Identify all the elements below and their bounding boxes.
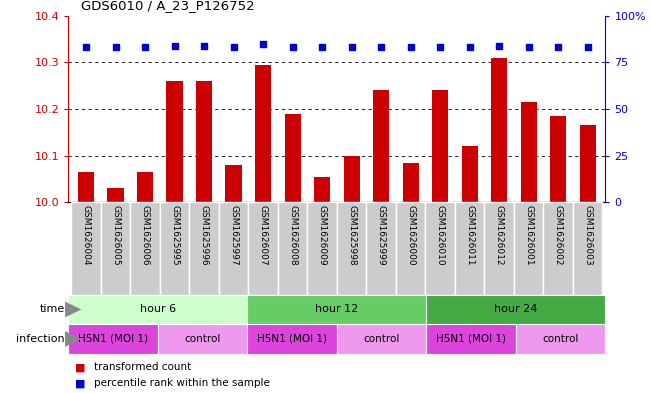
Text: H5N1 (MOI 1): H5N1 (MOI 1)	[78, 334, 148, 344]
Bar	[432, 90, 449, 202]
Bar	[249, 202, 278, 295]
Bar	[314, 177, 330, 202]
Bar	[68, 295, 247, 324]
Text: time: time	[40, 305, 65, 314]
Bar	[426, 324, 516, 354]
Bar	[337, 324, 426, 354]
Bar	[544, 202, 573, 295]
Text: GSM1626010: GSM1626010	[436, 205, 445, 266]
Bar	[196, 81, 212, 202]
Bar	[484, 202, 514, 295]
Bar	[344, 156, 360, 202]
Text: GSM1626009: GSM1626009	[318, 205, 327, 266]
Text: GSM1626003: GSM1626003	[583, 205, 592, 266]
Bar	[68, 324, 158, 354]
Bar	[225, 165, 242, 202]
Text: control: control	[542, 334, 579, 344]
Bar	[219, 202, 249, 295]
Bar	[247, 324, 337, 354]
Bar	[521, 102, 537, 202]
Bar	[425, 202, 455, 295]
Bar	[160, 202, 189, 295]
Bar	[396, 202, 425, 295]
Text: GSM1625995: GSM1625995	[170, 205, 179, 266]
Bar	[516, 324, 605, 354]
Text: GSM1625998: GSM1625998	[347, 205, 356, 266]
Bar	[130, 202, 160, 295]
Text: control: control	[184, 334, 221, 344]
Text: GSM1626008: GSM1626008	[288, 205, 297, 266]
Bar	[137, 172, 153, 202]
Text: H5N1 (MOI 1): H5N1 (MOI 1)	[257, 334, 327, 344]
Bar	[284, 114, 301, 202]
Text: percentile rank within the sample: percentile rank within the sample	[94, 378, 270, 388]
Bar	[167, 81, 183, 202]
Bar	[573, 202, 602, 295]
Bar	[426, 295, 605, 324]
Bar	[72, 202, 101, 295]
Bar	[255, 65, 271, 202]
Text: GSM1626007: GSM1626007	[258, 205, 268, 266]
Bar	[514, 202, 544, 295]
Text: hour 12: hour 12	[315, 305, 359, 314]
Bar	[491, 58, 507, 202]
Text: H5N1 (MOI 1): H5N1 (MOI 1)	[436, 334, 506, 344]
Bar	[78, 172, 94, 202]
Bar	[462, 147, 478, 202]
Text: ■: ■	[75, 362, 85, 373]
Text: hour 24: hour 24	[494, 305, 538, 314]
Polygon shape	[65, 302, 81, 318]
Polygon shape	[65, 331, 81, 347]
Text: GSM1626012: GSM1626012	[495, 205, 504, 266]
Text: GSM1625999: GSM1625999	[377, 205, 385, 266]
Text: GSM1625997: GSM1625997	[229, 205, 238, 266]
Text: GSM1626000: GSM1626000	[406, 205, 415, 266]
Text: control: control	[363, 334, 400, 344]
Bar	[247, 295, 426, 324]
Text: GSM1626011: GSM1626011	[465, 205, 474, 266]
Bar	[579, 125, 596, 202]
Text: GSM1625996: GSM1625996	[200, 205, 208, 266]
Text: GSM1626001: GSM1626001	[524, 205, 533, 266]
Text: GSM1626004: GSM1626004	[81, 205, 90, 266]
Bar	[307, 202, 337, 295]
Bar	[455, 202, 484, 295]
Bar	[101, 202, 130, 295]
Text: infection: infection	[16, 334, 65, 344]
Bar	[550, 116, 566, 202]
Bar	[367, 202, 396, 295]
Text: hour 6: hour 6	[140, 305, 176, 314]
Bar	[158, 324, 247, 354]
Bar	[337, 202, 367, 295]
Bar	[402, 163, 419, 202]
Bar	[373, 90, 389, 202]
Text: GDS6010 / A_23_P126752: GDS6010 / A_23_P126752	[81, 0, 255, 12]
Bar	[278, 202, 307, 295]
Text: GSM1626006: GSM1626006	[141, 205, 150, 266]
Text: ■: ■	[75, 378, 85, 388]
Text: transformed count: transformed count	[94, 362, 191, 373]
Bar	[107, 188, 124, 202]
Text: GSM1626002: GSM1626002	[554, 205, 562, 266]
Text: GSM1626005: GSM1626005	[111, 205, 120, 266]
Bar	[189, 202, 219, 295]
